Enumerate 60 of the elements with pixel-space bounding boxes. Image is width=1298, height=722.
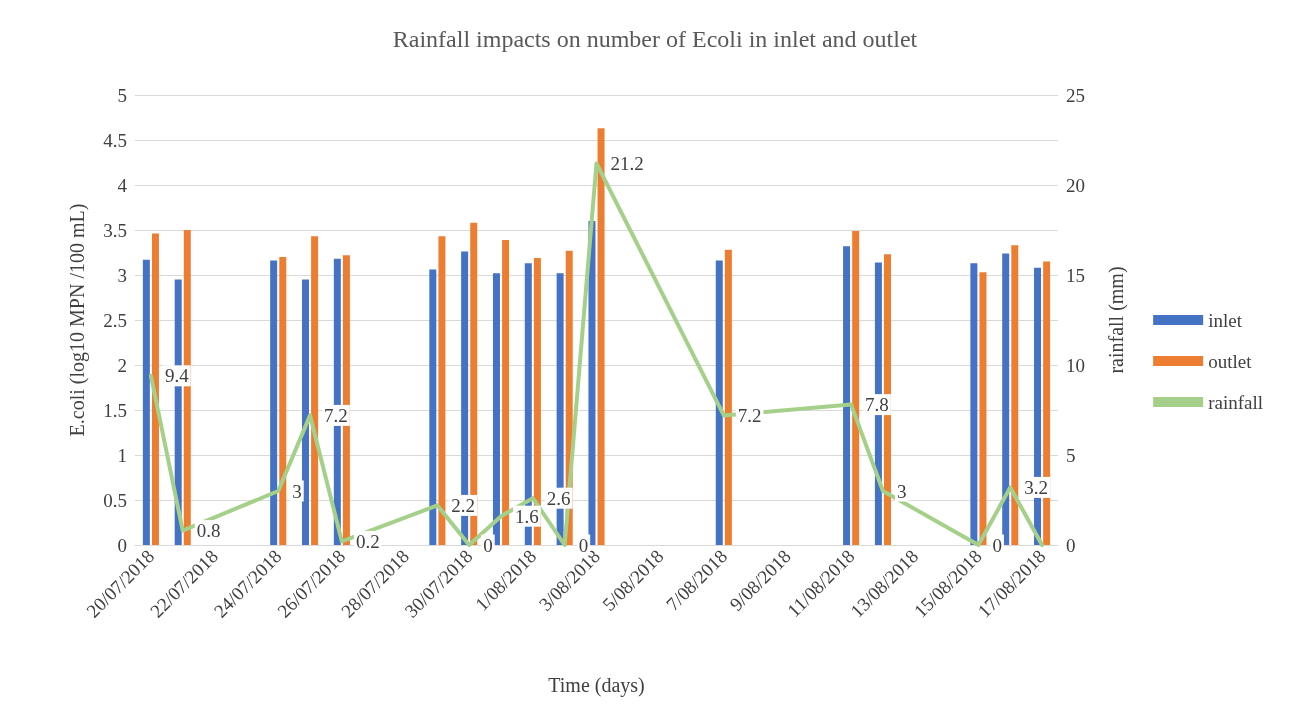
- bar: [492, 273, 500, 545]
- y2-tick-label: 15: [1066, 264, 1085, 286]
- legend-label: inlet: [1208, 309, 1243, 331]
- data-label: 2.2: [451, 494, 476, 516]
- data-label: 7.8: [865, 394, 889, 416]
- y-tick-label: 0.5: [103, 489, 127, 511]
- y-tick-label: 0: [117, 534, 127, 556]
- data-label: 0: [578, 534, 589, 556]
- data-label: 0.8: [196, 520, 221, 542]
- legend-label: outlet: [1208, 350, 1253, 372]
- y-tick-label: 5: [117, 84, 127, 106]
- y2-tick-label: 20: [1066, 174, 1085, 196]
- bar: [1002, 253, 1010, 545]
- bar: [142, 259, 150, 545]
- data-label: 0.2: [355, 530, 380, 552]
- y-tick-label: 4.5: [103, 129, 127, 151]
- bar: [279, 257, 287, 545]
- y-tick-label: 2.5: [103, 309, 127, 331]
- x-axis-title: Time (days): [548, 674, 645, 697]
- bar: [1011, 245, 1019, 545]
- bar: [270, 260, 278, 545]
- y-tick-label: 3: [117, 264, 127, 286]
- bar: [429, 269, 437, 545]
- chart-title: Rainfall impacts on number of Ecoli in inlet and outlet: [392, 26, 918, 52]
- bar: [715, 260, 723, 545]
- data-label: 7.2: [737, 404, 762, 426]
- y2-tick-label: 5: [1066, 444, 1076, 466]
- bar: [311, 236, 319, 545]
- bar: [979, 272, 987, 545]
- bar: [502, 239, 510, 545]
- bar: [597, 128, 605, 545]
- bar: [852, 230, 860, 545]
- data-label: 3: [292, 480, 302, 502]
- bar: [151, 233, 159, 545]
- bar: [724, 249, 732, 545]
- y-axis-title: E.coli (log10 MPN /100 mL): [66, 203, 89, 437]
- data-label: 3.2: [1024, 476, 1049, 498]
- data-label: 9.4: [164, 365, 190, 387]
- y-tick-label: 1: [117, 444, 127, 466]
- data-label: 2.6: [546, 487, 571, 509]
- data-label: 1.6: [515, 505, 539, 527]
- data-label: 0: [992, 534, 1002, 556]
- bar: [970, 263, 978, 545]
- y-tick-label: 4: [117, 174, 128, 196]
- y-tick-label: 2: [117, 354, 127, 376]
- data-label: 7.2: [324, 404, 348, 426]
- legend-label: rainfall: [1208, 391, 1263, 413]
- y2-tick-label: 0: [1066, 534, 1076, 556]
- y2-tick-label: 25: [1066, 84, 1085, 106]
- data-label: 21.2: [610, 152, 644, 174]
- y2-tick-label: 10: [1066, 354, 1085, 376]
- data-label: 3: [896, 480, 907, 502]
- data-label: 0: [483, 534, 493, 556]
- y-tick-label: 3.5: [103, 219, 127, 241]
- y2-axis-title: rainfall (mm): [1105, 266, 1128, 374]
- bar: [438, 236, 446, 545]
- y-tick-label: 1.5: [103, 399, 127, 421]
- bar: [843, 246, 851, 545]
- bar: [302, 279, 309, 545]
- bar: [588, 221, 596, 545]
